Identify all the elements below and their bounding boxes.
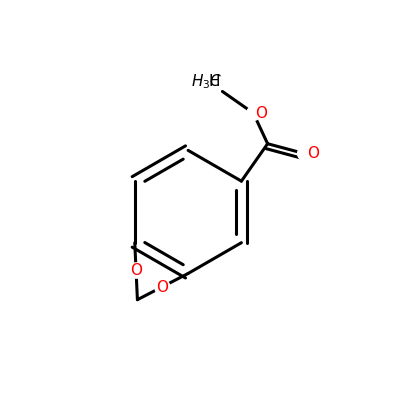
Text: $H_3C$: $H_3C$	[191, 73, 222, 92]
Text: O: O	[307, 146, 319, 161]
Text: O: O	[156, 280, 168, 295]
Text: O: O	[130, 262, 142, 278]
Text: O: O	[255, 106, 267, 121]
Text: H: H	[209, 74, 220, 90]
